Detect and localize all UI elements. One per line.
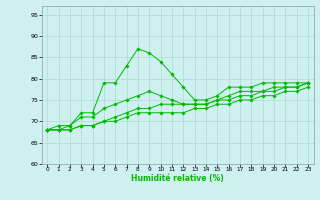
X-axis label: Humidité relative (%): Humidité relative (%): [131, 174, 224, 183]
